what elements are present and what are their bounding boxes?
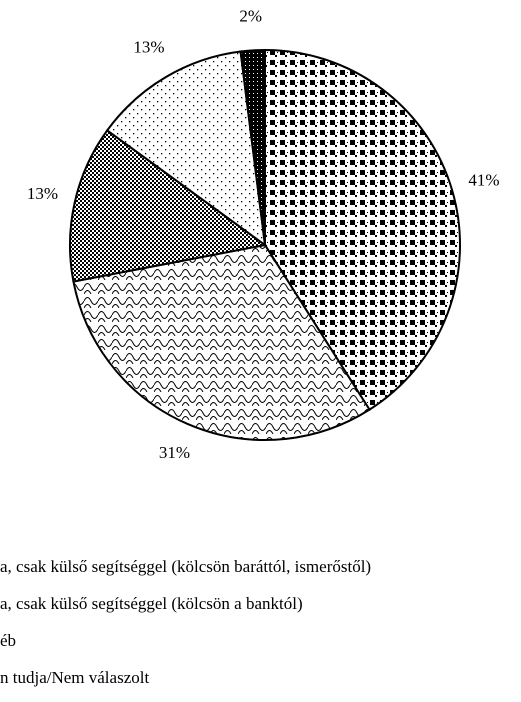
data-label: 31% bbox=[159, 443, 190, 462]
data-label: 13% bbox=[27, 184, 58, 203]
pie-slice bbox=[72, 243, 371, 441]
legend-label: n tudja/Nem válaszolt bbox=[0, 668, 149, 687]
legend-label: a, csak külső segítséggel (kölcsön a ban… bbox=[0, 594, 303, 613]
pie-slice bbox=[239, 48, 266, 246]
pie-slice bbox=[69, 128, 268, 283]
pie-slice bbox=[264, 48, 461, 412]
data-label: 41% bbox=[468, 170, 499, 189]
pie-slice bbox=[105, 50, 267, 248]
data-label: 2% bbox=[239, 6, 262, 25]
data-label: 13% bbox=[133, 38, 164, 57]
legend-label: éb bbox=[0, 631, 16, 650]
legend-label: a, csak külső segítséggel (kölcsön barát… bbox=[0, 557, 371, 576]
